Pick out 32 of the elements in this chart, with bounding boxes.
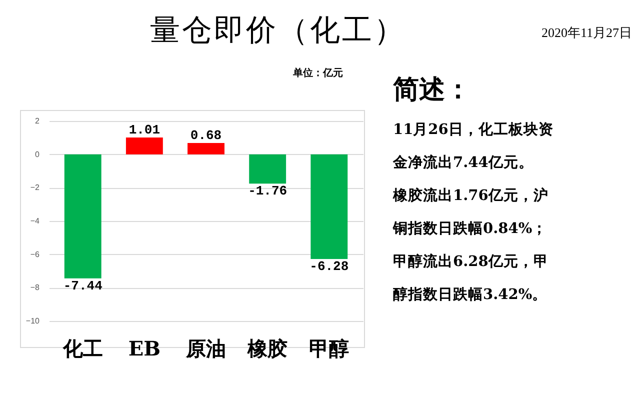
text: 甲醇流出6.28亿元，甲 [393, 252, 550, 272]
y-tick-label: 2 [35, 116, 40, 126]
y-tick-label: 0 [35, 150, 40, 159]
x-tick-label: 化工 [62, 336, 103, 360]
text: 橡胶流出1.76亿元，沪 [393, 186, 550, 206]
data-label: -6.28 [310, 259, 349, 274]
bar [188, 143, 224, 154]
data-label: -1.76 [248, 184, 288, 199]
y-tick-label: −8 [30, 283, 40, 292]
bar [249, 154, 286, 184]
bar [64, 154, 102, 278]
text: 2020年11月27日 [541, 24, 632, 42]
x-tick-label: EB [128, 336, 161, 360]
bar [126, 138, 163, 154]
y-tick-label: −10 [26, 316, 40, 326]
bar [310, 154, 348, 259]
text: 11月26日，化工板块资 [393, 120, 554, 140]
text: 醇指数日跌幅3.42%。 [393, 285, 548, 305]
data-label: 1.01 [128, 122, 160, 138]
y-tick-label: −2 [30, 183, 40, 192]
data-label: -7.44 [63, 278, 103, 294]
x-tick-label: 甲醇 [309, 336, 350, 360]
data-label: 0.68 [190, 128, 222, 143]
x-tick-label: 橡胶 [246, 336, 288, 360]
text: 金净流出7.44亿元。 [393, 153, 534, 173]
text: 单位：亿元 [293, 66, 343, 80]
text: 简述： [393, 74, 472, 107]
y-tick-label: −4 [30, 216, 40, 226]
text: 铜指数日跌幅0.84%； [393, 219, 548, 239]
chart-title: 量仓即价（化工） [150, 12, 406, 50]
y-tick-label: −6 [30, 250, 40, 259]
x-tick-label: 原油 [185, 336, 226, 360]
